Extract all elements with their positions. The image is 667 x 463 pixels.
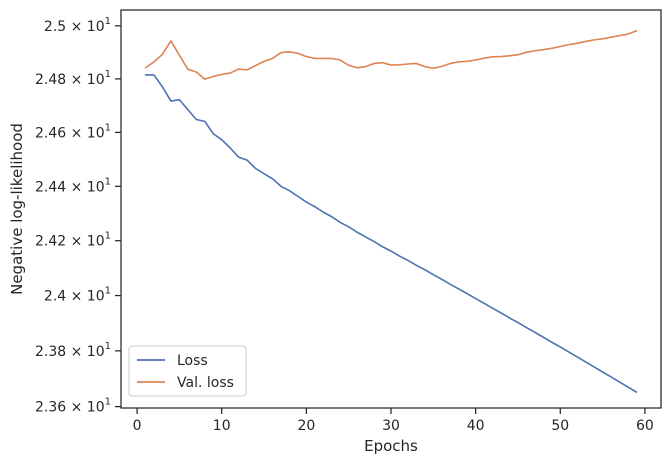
x-tick-label: 10 xyxy=(213,418,231,434)
plot-frame xyxy=(120,9,662,409)
x-tick-label: 60 xyxy=(636,418,654,434)
legend-label: Loss xyxy=(177,353,208,369)
legend-label: Val. loss xyxy=(177,375,234,391)
y-tick-label: 2.44 × 101 xyxy=(35,176,111,195)
y-tick-label: 2.36 × 101 xyxy=(35,397,111,416)
series-layer xyxy=(144,30,638,393)
legend-box xyxy=(128,345,247,397)
legend: Loss Val. loss xyxy=(128,345,247,397)
series-line-loss xyxy=(144,74,638,393)
y-tick-label: 2.48 × 101 xyxy=(35,69,111,88)
x-tick-label: 40 xyxy=(467,418,485,434)
series-line-val-loss xyxy=(144,30,638,80)
y-axis-label: Negative log-likelihood xyxy=(8,123,26,295)
x-axis: 0 10 20 30 40 50 60 xyxy=(133,408,654,434)
x-axis-label: Epochs xyxy=(364,437,418,455)
x-tick-label: 30 xyxy=(382,418,400,434)
y-tick-label: 2.46 × 101 xyxy=(35,122,111,141)
y-axis: 2.36 × 101 2.38 × 101 2.4 × 101 2.42 × 101 2… xyxy=(35,16,121,416)
y-tick-label: 2.42 × 101 xyxy=(35,231,111,250)
x-tick-label: 50 xyxy=(551,418,569,434)
y-tick-label: 2.4 × 101 xyxy=(44,286,111,305)
y-tick-label: 2.38 × 101 xyxy=(35,341,111,360)
x-tick-label: 20 xyxy=(297,418,315,434)
x-tick-label: 0 xyxy=(133,418,142,434)
y-tick-label: 2.5 × 101 xyxy=(44,16,111,35)
